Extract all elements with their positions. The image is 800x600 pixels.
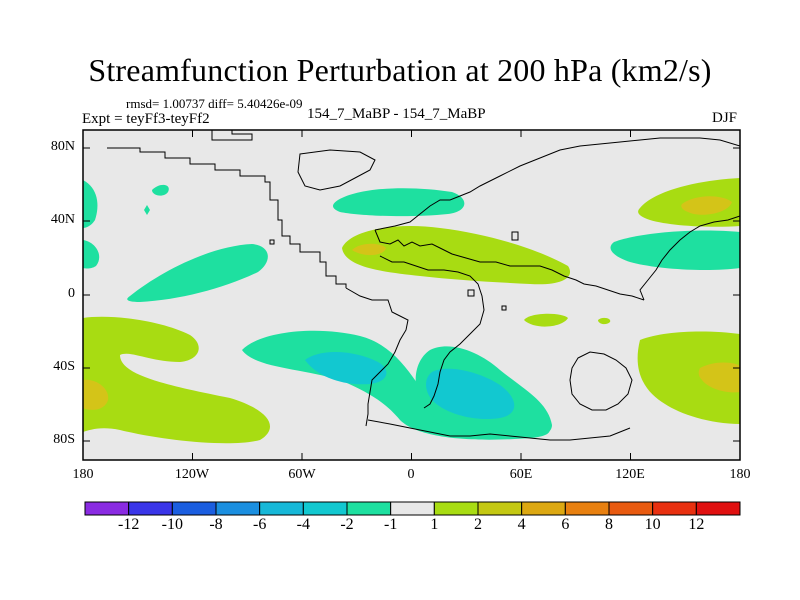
experiments-label: 154_7_MaBP - 154_7_MaBP bbox=[307, 106, 486, 122]
contour-region bbox=[524, 313, 568, 327]
map-field bbox=[83, 130, 740, 460]
contour-region bbox=[83, 316, 270, 444]
colorbar-swatch bbox=[433, 501, 479, 516]
contour-region bbox=[698, 362, 740, 393]
colorbar-label: 6 bbox=[561, 516, 570, 533]
colorbar-label: 10 bbox=[644, 516, 661, 533]
contour-region bbox=[83, 379, 109, 410]
colorbar-swatch bbox=[128, 501, 173, 516]
colorbar-label: -6 bbox=[252, 516, 267, 533]
coastline-africa bbox=[379, 255, 485, 409]
x-axis-label: 60E bbox=[509, 467, 533, 482]
axis-ticks bbox=[82, 130, 741, 460]
colorbar-label: -12 bbox=[117, 516, 140, 533]
contour-region bbox=[610, 230, 740, 270]
colorbar-swatch bbox=[564, 501, 610, 516]
coastline-greenland bbox=[297, 149, 376, 191]
colorbar-label: -8 bbox=[209, 516, 223, 533]
colorbar-swatch bbox=[215, 501, 261, 516]
colorbar-swatch bbox=[608, 501, 654, 516]
coastline-islands bbox=[269, 231, 519, 311]
colorbar-label: 4 bbox=[517, 516, 526, 533]
contour-region bbox=[352, 243, 386, 256]
contour-region bbox=[152, 184, 169, 196]
x-axis-label: 180 bbox=[729, 467, 751, 482]
x-axis-label: 120E bbox=[615, 467, 645, 482]
colorbar-label: -4 bbox=[296, 516, 310, 533]
colorbar-label: 2 bbox=[474, 516, 482, 533]
contour-region bbox=[83, 180, 98, 228]
colorbar bbox=[84, 501, 741, 516]
colorbar-label: 8 bbox=[605, 516, 613, 533]
coastline-arctic-islands bbox=[211, 130, 253, 141]
colorbar-swatch bbox=[521, 501, 566, 516]
contour-region bbox=[127, 244, 268, 302]
colorbar-swatch bbox=[390, 501, 435, 516]
coastline-asia-east bbox=[639, 215, 740, 301]
colorbar-label: 12 bbox=[688, 516, 705, 533]
contour-region bbox=[681, 196, 732, 215]
colorbar-swatch bbox=[171, 501, 217, 516]
contour-region bbox=[426, 368, 515, 420]
colorbar-swatch bbox=[259, 501, 304, 516]
map-title: Streamfunction Perturbation at 200 hPa (… bbox=[88, 52, 712, 88]
contour-region bbox=[333, 188, 465, 217]
coastline-south-america bbox=[345, 287, 409, 427]
x-axis-label: 0 bbox=[407, 467, 415, 482]
experiment-label: Expt = teyFf3-teyFf2 bbox=[82, 111, 210, 127]
colorbar-label: -1 bbox=[383, 516, 398, 533]
colorbar-swatch bbox=[84, 501, 130, 516]
coastline-europe bbox=[374, 229, 645, 301]
y-axis-label: 40N bbox=[50, 212, 75, 227]
coastline-eurasia bbox=[374, 137, 740, 231]
coastline-antarctica bbox=[367, 419, 631, 441]
colorbar-swatch bbox=[346, 501, 392, 516]
colorbar-label: -10 bbox=[161, 516, 183, 533]
y-axis-label: 0 bbox=[68, 286, 75, 301]
y-axis-label: 40S bbox=[53, 359, 75, 374]
contour-region bbox=[637, 331, 740, 424]
colorbar-swatch bbox=[302, 501, 348, 516]
contour-region bbox=[144, 205, 150, 215]
contour-region bbox=[305, 351, 387, 385]
contour-region bbox=[83, 240, 100, 269]
stats-text: rmsd= 1.00737 diff= 5.40426e-09 bbox=[126, 96, 303, 111]
x-axis-label: 60W bbox=[288, 467, 316, 482]
coastline-north-america bbox=[107, 147, 347, 288]
season-label: DJF bbox=[712, 110, 738, 126]
y-axis-label: 80S bbox=[53, 432, 75, 447]
colorbar-swatch bbox=[477, 501, 523, 516]
contour-region bbox=[598, 317, 611, 325]
colorbar-swatch bbox=[695, 501, 741, 516]
colorbar-label: 1 bbox=[430, 516, 439, 533]
colorbar-label: -2 bbox=[340, 516, 354, 533]
colorbar-swatch bbox=[652, 501, 697, 516]
coastline-australia bbox=[569, 351, 633, 411]
x-axis-label: 120W bbox=[174, 467, 210, 482]
coastlines bbox=[107, 130, 740, 441]
x-axis-label: 180 bbox=[72, 467, 94, 482]
y-axis-label: 80N bbox=[50, 139, 75, 154]
